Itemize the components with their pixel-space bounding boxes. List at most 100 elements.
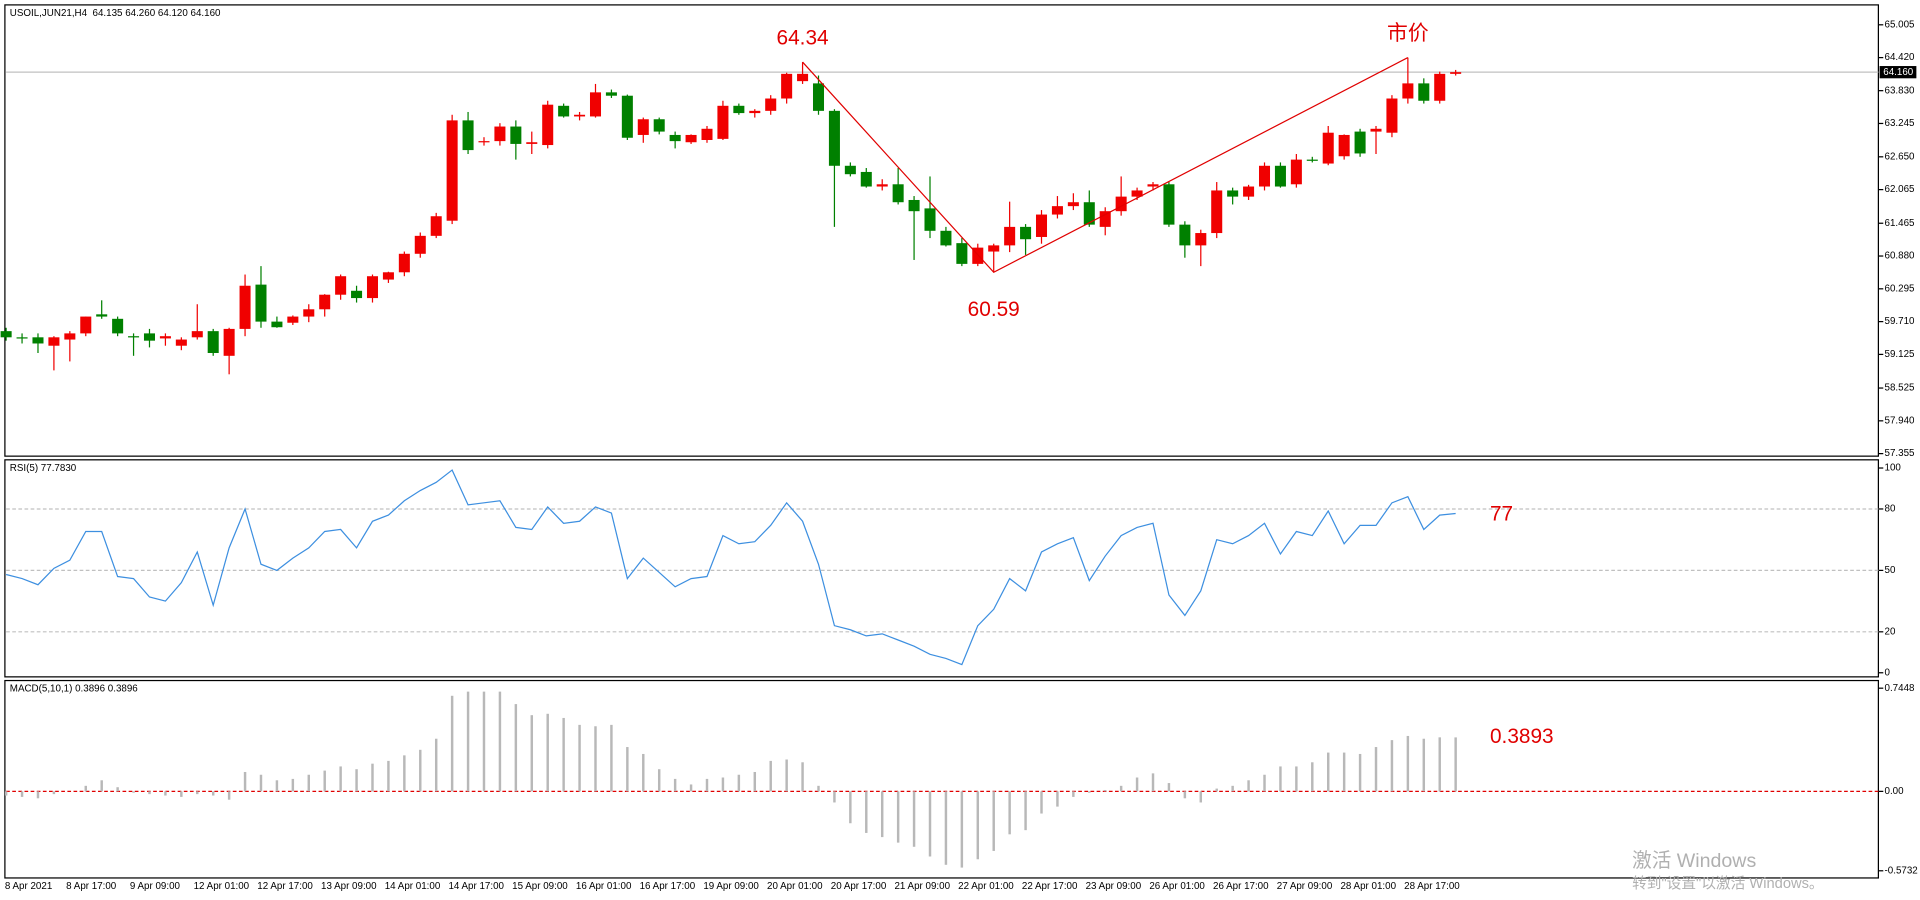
candle-body [1243, 186, 1255, 197]
candle-body [1067, 202, 1079, 207]
candle-body [462, 120, 474, 151]
main-panel [4, 4, 1879, 457]
candle-body [1322, 132, 1334, 164]
candle-body [605, 92, 617, 96]
histogram-bar [148, 791, 151, 795]
histogram-bar [132, 791, 135, 793]
candle-body [96, 314, 108, 317]
candle-body [32, 337, 44, 344]
x-tick-label: 16 Apr 17:00 [640, 881, 696, 892]
histogram-bar [578, 724, 581, 792]
histogram-bar [1167, 783, 1171, 792]
y-tick-label: 57.355 [1885, 448, 1916, 459]
y-tick-label: 65.005 [1885, 19, 1916, 30]
histogram-bar [833, 791, 836, 803]
histogram-bar [164, 791, 167, 796]
candle-body [175, 339, 187, 346]
candle-body [685, 134, 697, 143]
rsi-line [5, 469, 1456, 666]
histogram-bar [880, 791, 884, 838]
x-tick-label: 8 Apr 2021 [5, 881, 52, 892]
candle-body [669, 134, 681, 142]
candle-body [191, 331, 203, 338]
histogram-bar [1342, 752, 1346, 792]
histogram-bar [657, 769, 661, 792]
histogram-bar [1454, 737, 1457, 792]
candle-body [1402, 83, 1414, 99]
x-tick-label: 22 Apr 17:00 [1022, 881, 1078, 892]
histogram-bar [976, 791, 980, 860]
histogram-bar [1422, 738, 1426, 792]
y-tick-label: 61.465 [1885, 218, 1916, 229]
candle-body [1354, 131, 1366, 154]
histogram-bar [1040, 791, 1043, 814]
annotation: 64.34 [777, 26, 829, 49]
y-tick-label: -0.5732 [1885, 865, 1918, 876]
x-tick-label: 8 Apr 17:00 [66, 881, 117, 892]
candle-body [1274, 165, 1286, 187]
histogram-bar [785, 759, 788, 792]
candle-body [430, 216, 442, 236]
histogram-bar [1151, 773, 1155, 792]
candle-body [478, 141, 490, 143]
candle-body [1131, 190, 1143, 197]
histogram-bar [36, 791, 40, 799]
candle-body [621, 95, 633, 138]
candle-body [637, 119, 649, 135]
candle-body [1179, 224, 1191, 246]
y-tick-label: 58.525 [1885, 383, 1916, 394]
candle-body [765, 98, 777, 111]
x-tick-label: 23 Apr 09:00 [1086, 881, 1142, 892]
x-tick-label: 15 Apr 09:00 [512, 881, 568, 892]
candle-body [335, 276, 347, 295]
candle-body [574, 114, 586, 117]
candle-body [446, 120, 458, 221]
histogram-bar [769, 760, 772, 792]
candle-body [844, 165, 856, 175]
candle-body [828, 110, 840, 166]
x-tick-label: 20 Apr 01:00 [767, 881, 823, 892]
histogram-bar [482, 691, 486, 792]
histogram-bar [1374, 747, 1378, 792]
histogram-bar [1390, 740, 1394, 792]
histogram-bar [530, 715, 534, 792]
candle-body [812, 83, 825, 111]
candle-body [1386, 98, 1398, 133]
histogram-bar [1119, 785, 1123, 792]
y-tick-label: 100 [1885, 463, 1902, 474]
x-tick-label: 12 Apr 01:00 [194, 881, 250, 892]
last-price-box [1879, 66, 1917, 79]
candle-body [1290, 159, 1302, 185]
histogram-bar [1295, 766, 1298, 792]
candle-body [255, 284, 267, 322]
histogram-bar [1406, 735, 1410, 792]
annotation: 60.59 [968, 298, 1020, 321]
candle-body [1450, 72, 1462, 74]
candle-body [1115, 196, 1127, 212]
histogram-bar [1247, 780, 1250, 792]
histogram-bar [20, 791, 24, 797]
y-tick-label: 20 [1885, 626, 1896, 637]
histogram-bar [371, 763, 374, 792]
candle-body [1306, 159, 1318, 161]
histogram-bar [275, 780, 279, 792]
candle-body [924, 208, 936, 231]
y-tick-label: 62.065 [1885, 184, 1916, 195]
histogram-bar [801, 762, 804, 792]
y-tick-label: 62.650 [1885, 151, 1916, 162]
y-tick-label: 0.7448 [1885, 683, 1916, 694]
histogram-bar [259, 774, 263, 792]
candle-body [876, 184, 888, 187]
histogram-bar [339, 766, 342, 792]
histogram-bar [1311, 762, 1314, 792]
histogram-bar [721, 777, 725, 792]
histogram-bar [498, 691, 502, 792]
candle-body [1035, 214, 1048, 237]
histogram-bar [1231, 785, 1234, 792]
histogram-bar [960, 791, 964, 868]
histogram-bar [896, 791, 900, 843]
histogram-bar [387, 760, 390, 792]
candle-body [366, 276, 379, 299]
